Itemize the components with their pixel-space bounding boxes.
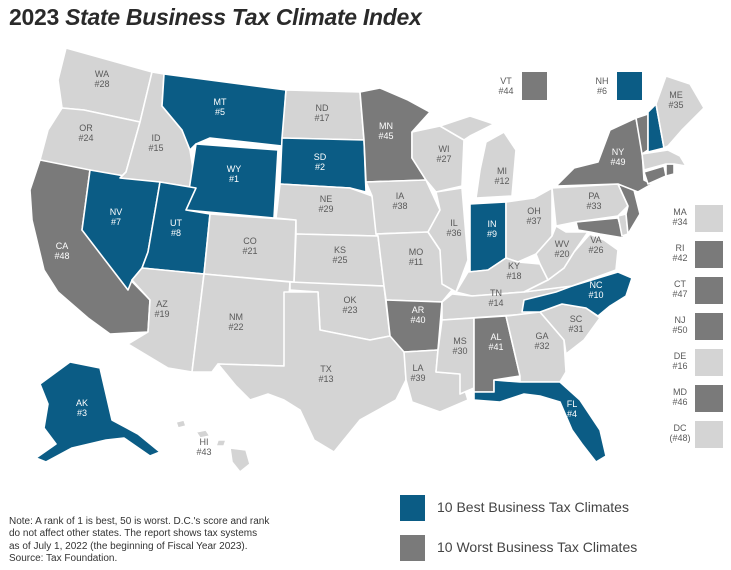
box-dc[interactable] [695,421,723,448]
label-mn: MN #45 [378,121,393,141]
label-ks: KS #25 [332,245,347,265]
label-ny: NY #49 [610,147,625,167]
label-tx: TX #13 [318,364,333,384]
small-state-ri: RI #42 [672,241,723,268]
label-vt: VT #44 [498,76,513,96]
label-la: LA #39 [410,363,425,383]
state-ma[interactable] [641,149,687,171]
label-hi: HI #43 [196,437,211,457]
state-hi[interactable] [175,419,251,473]
label-nh: NH #6 [596,76,609,96]
label-ct: CT #47 [672,279,687,299]
label-az: AZ #19 [154,299,169,319]
small-states-top: VT #44 NH #6 [498,72,642,100]
box-md[interactable] [695,385,723,412]
footnote-source: Source: Tax Foundation. [9,553,118,565]
label-mi: MI #12 [494,166,509,186]
state-mi[interactable] [439,115,517,199]
state-me[interactable] [655,75,705,149]
state-fl[interactable] [473,379,607,463]
labels-layer: WA #28 OR #24 CA #48 NV #7 ID #15 MT #5 WY #1 U… [54,69,683,457]
label-ms: MS #30 [452,336,467,356]
label-id: ID #15 [148,133,163,153]
label-mo: MO #11 [409,247,424,267]
label-ut: UT #8 [170,218,182,238]
label-wi: WI #27 [436,144,451,164]
label-ar: AR #40 [410,305,425,325]
label-me: ME #35 [668,90,683,110]
box-de[interactable] [695,349,723,376]
state-ri[interactable] [665,163,675,177]
label-ne: NE #29 [318,194,333,214]
footnote-line-1: Note: A rank of 1 is best, 50 is worst. … [9,516,270,527]
label-sd: SD #2 [314,152,327,172]
label-wv: WV #20 [554,239,569,259]
footnote-line-2: do not affect other states. The report s… [9,528,258,540]
legend-best-label: 10 Best Business Tax Climates [437,499,629,515]
label-in: IN #9 [487,219,497,239]
label-ok: OK #23 [342,295,357,315]
box-vt[interactable] [522,72,547,100]
label-sc: SC #31 [568,314,583,334]
footnote: Note: A rank of 1 is best, 50 is worst. … [9,516,319,566]
box-ct[interactable] [695,277,723,304]
legend-worst-swatch [400,535,425,561]
label-pa: PA #33 [586,191,601,211]
label-nd: ND #17 [314,103,329,123]
label-mt: MT #5 [214,97,227,117]
box-nj[interactable] [695,313,723,340]
label-al: AL #41 [488,332,503,352]
label-md: MD #46 [672,387,687,407]
small-state-nj: NJ #50 [672,313,723,340]
small-state-dc: DC (#48) [669,421,723,448]
label-de: DE #16 [672,351,687,371]
label-tn: TN #14 [488,288,503,308]
label-ma: MA #34 [672,207,687,227]
label-ri: RI #42 [672,243,687,263]
label-dc: DC (#48) [669,423,690,443]
state-ak[interactable] [35,361,161,463]
small-state-de: DE #16 [672,349,723,376]
state-wv[interactable] [535,225,589,281]
label-va: VA #26 [588,235,603,255]
label-wa: WA #28 [94,69,109,89]
footnote-line-3: as of July 1, 2022 (the beginning of Fis… [9,540,248,552]
state-il[interactable] [427,187,469,293]
title-text: State Business Tax Climate Index [65,4,422,30]
legend-worst-label: 10 Worst Business Tax Climates [437,539,638,555]
small-state-nh: NH #6 [596,72,642,100]
box-nh[interactable] [617,72,642,100]
label-ak: AK #3 [76,398,88,418]
state-sd[interactable] [279,137,367,193]
label-nj: NJ #50 [672,315,687,335]
label-or: OR #24 [78,123,93,143]
label-nc: NC #10 [588,280,603,300]
label-il: IL #36 [446,218,461,238]
map-title: 2023 State Business Tax Climate Index [9,4,422,31]
label-co: CO #21 [242,236,257,256]
label-ia: IA #38 [392,191,407,211]
box-ri[interactable] [695,241,723,268]
title-year: 2023 [9,4,59,30]
label-wy: WY #1 [227,164,242,184]
label-nm: NM #22 [228,312,243,332]
small-state-ct: CT #47 [672,277,723,304]
state-tx[interactable] [217,291,407,453]
label-ca: CA #48 [54,241,69,261]
label-ky: KY #18 [506,261,521,281]
small-states-side: MA #34 RI #42 CT #47 NJ #50 DE #16 MD #46 DC (#… [669,205,723,448]
small-state-md: MD #46 [672,385,723,412]
small-state-ma: MA #34 [672,205,723,232]
label-fl: FL #4 [567,399,578,419]
states-layer [29,47,705,473]
legend-best-swatch [400,495,425,521]
label-nv: NV #7 [110,207,123,227]
small-state-vt: VT #44 [498,72,547,100]
label-ga: GA #32 [534,331,549,351]
label-oh: OH #37 [526,206,541,226]
box-ma[interactable] [695,205,723,232]
